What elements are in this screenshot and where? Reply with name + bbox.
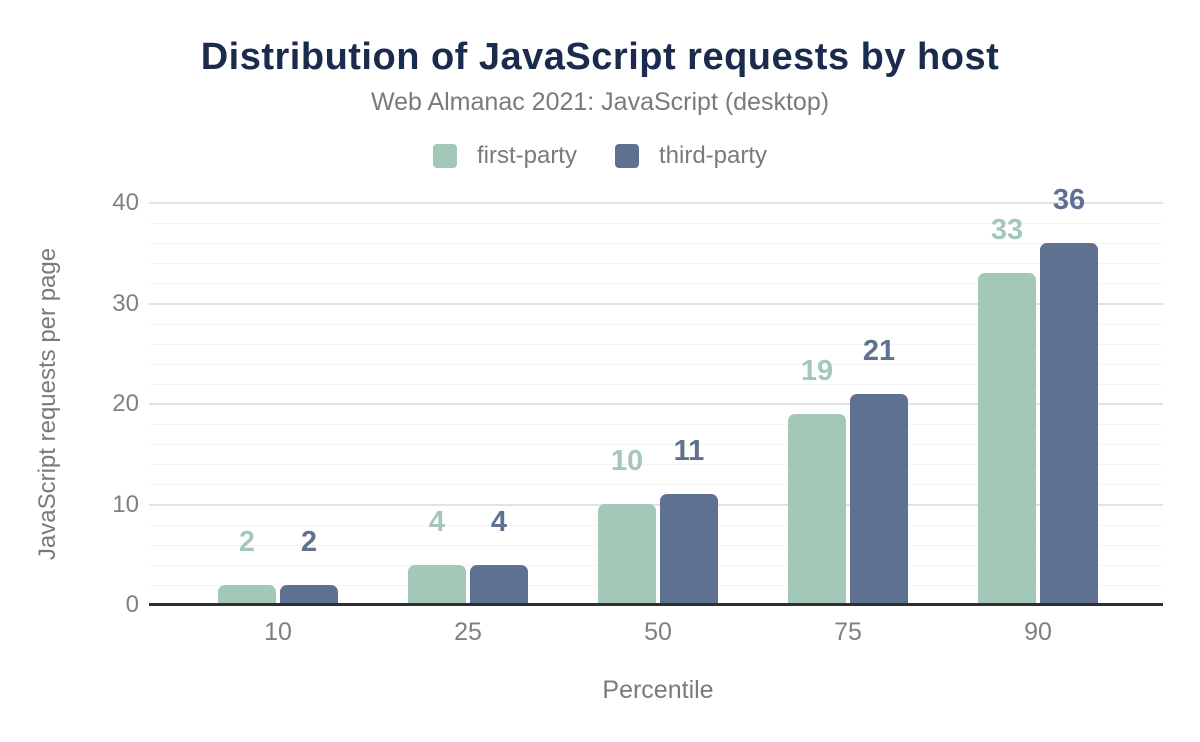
gridline-major: [149, 403, 1163, 405]
bar-value-label: 19: [800, 355, 834, 387]
x-tick-label: 10: [264, 618, 292, 646]
bar-value-label: 2: [300, 526, 318, 558]
gridline-major: [149, 202, 1163, 204]
gridline-minor: [149, 223, 1163, 224]
bar-first-party: [218, 585, 276, 605]
y-tick-label: 40: [112, 189, 139, 216]
x-tick-label: 75: [834, 618, 862, 646]
gridline-minor: [149, 525, 1163, 526]
bar-third-party: [850, 394, 908, 605]
bar-value-label: 10: [610, 445, 644, 477]
bar-value-label: 2: [238, 526, 256, 558]
y-tick-label: 0: [125, 591, 139, 618]
bar-third-party: [280, 585, 338, 605]
x-tick-label: 50: [644, 618, 672, 646]
x-tick-label: 90: [1024, 618, 1052, 646]
bar-value-label: 33: [990, 214, 1024, 246]
gridline-minor: [149, 283, 1163, 284]
chart-title: Distribution of JavaScript requests by h…: [200, 36, 1000, 78]
bar-first-party: [788, 414, 846, 605]
gridline-minor: [149, 545, 1163, 546]
gridline-minor: [149, 444, 1163, 445]
legend-label-first-party: first-party: [476, 142, 577, 169]
gridline-minor: [149, 585, 1163, 586]
gridline-minor: [149, 344, 1163, 345]
bar-value-label: 4: [428, 506, 446, 538]
gridline-minor: [149, 364, 1163, 365]
chart-subtitle: Web Almanac 2021: JavaScript (desktop): [370, 88, 830, 116]
x-axis-line: [149, 603, 1163, 606]
bar-third-party: [470, 565, 528, 605]
bar-third-party: [1040, 243, 1098, 605]
legend-label-third-party: third-party: [658, 142, 768, 169]
x-tick-label: 25: [454, 618, 482, 646]
gridline-minor: [149, 243, 1163, 244]
bar-first-party: [978, 273, 1036, 605]
legend-item-third-party: third-party: [614, 142, 768, 170]
gridline-minor: [149, 263, 1163, 264]
y-axis-title: JavaScript requests per page: [34, 247, 61, 561]
gridline-major: [149, 303, 1163, 305]
x-axis-title: Percentile: [602, 676, 714, 704]
legend-swatch-third-party: [614, 144, 639, 168]
y-tick-label: 10: [112, 491, 139, 518]
bar-third-party: [660, 494, 718, 605]
legend-item-first-party: first-party: [432, 142, 577, 170]
y-tick-label: 30: [112, 290, 139, 317]
gridline-minor: [149, 565, 1163, 566]
legend-swatch-first-party: [432, 144, 457, 168]
bar-first-party: [408, 565, 466, 605]
bar-value-label: 21: [862, 335, 896, 367]
gridline-minor: [149, 384, 1163, 385]
bar-value-label: 11: [673, 435, 705, 467]
gridline-minor: [149, 324, 1163, 325]
bar-first-party: [598, 504, 656, 605]
y-tick-label: 20: [112, 390, 139, 417]
chart-legend: first-party third-party: [0, 142, 1200, 170]
bar-value-label: 4: [490, 506, 508, 538]
gridline-minor: [149, 464, 1163, 465]
bar-value-label: 36: [1052, 184, 1086, 216]
gridline-minor: [149, 484, 1163, 485]
gridline-major: [149, 504, 1163, 506]
gridline-minor: [149, 424, 1163, 425]
